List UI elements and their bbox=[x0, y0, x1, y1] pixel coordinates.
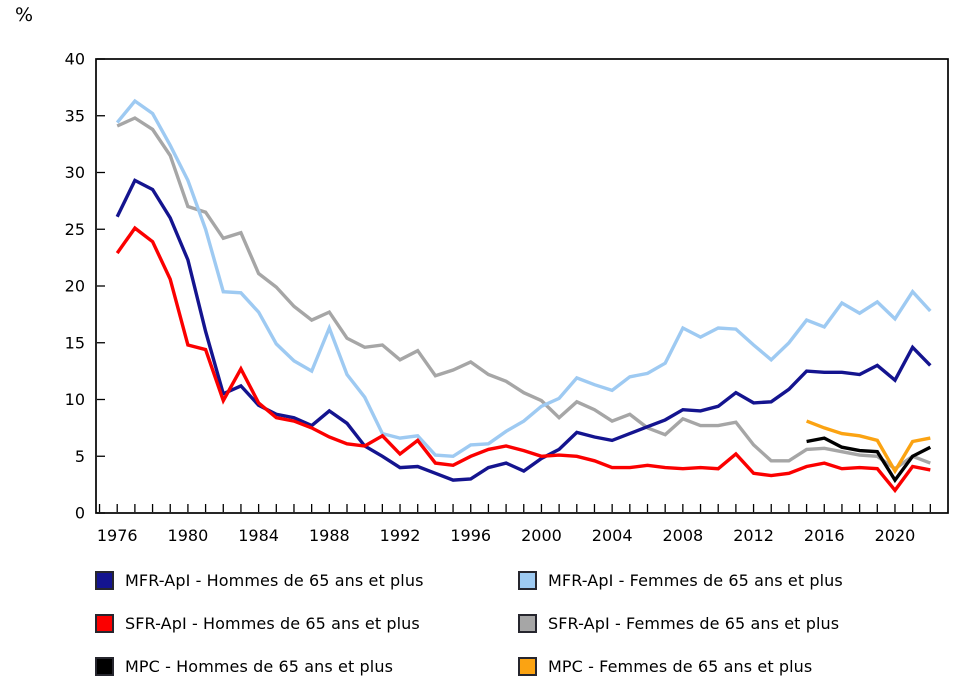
y-tick-label: 25 bbox=[65, 220, 85, 239]
y-tick-label: 35 bbox=[65, 106, 85, 125]
legend-swatch-mfr-femmes bbox=[518, 570, 537, 590]
legend-swatch-sfr-femmes bbox=[518, 613, 537, 633]
y-tick-label: 10 bbox=[65, 390, 85, 409]
y-tick-label: 40 bbox=[65, 50, 85, 69]
y-tick-label: 5 bbox=[75, 447, 85, 466]
legend-label-sfr-femmes: SFR-ApI - Femmes de 65 ans et plus bbox=[548, 613, 840, 633]
x-tick-label: 1980 bbox=[168, 526, 209, 545]
legend-item-mpc-femmes: MPC - Femmes de 65 ans et plus bbox=[518, 656, 843, 676]
x-tick-label: 1988 bbox=[309, 526, 350, 545]
legend-item-sfr-femmes: SFR-ApI - Femmes de 65 ans et plus bbox=[518, 613, 843, 633]
legend-label-mpc-hommes: MPC - Hommes de 65 ans et plus bbox=[125, 656, 394, 676]
x-tick-label: 1992 bbox=[380, 526, 421, 545]
y-tick-label: 15 bbox=[65, 333, 85, 352]
series-line bbox=[115, 225, 931, 494]
legend-item-mpc-hommes: MPC - Hommes de 65 ans et plus bbox=[95, 656, 518, 676]
y-tick-label: 0 bbox=[75, 504, 85, 523]
chart-legend: MFR-ApI - Hommes de 65 ans et plus SFR-A… bbox=[95, 570, 843, 676]
legend-label-mfr-femmes: MFR-ApI - Femmes de 65 ans et plus bbox=[548, 570, 843, 590]
x-tick-label: 2020 bbox=[875, 526, 916, 545]
x-tick-label: 2004 bbox=[592, 526, 633, 545]
series-line bbox=[116, 116, 931, 471]
legend-swatch-mpc-hommes bbox=[95, 656, 114, 676]
series-line bbox=[806, 436, 932, 484]
legend-item-sfr-hommes: SFR-ApI - Hommes de 65 ans et plus bbox=[95, 613, 518, 633]
y-axis-unit-label: % bbox=[15, 4, 34, 26]
legend-swatch-mpc-femmes bbox=[518, 656, 537, 676]
legend-swatch-sfr-hommes bbox=[95, 613, 114, 633]
legend-label-mfr-hommes: MFR-ApI - Hommes de 65 ans et plus bbox=[125, 570, 424, 590]
legend-label-mpc-femmes: MPC - Femmes de 65 ans et plus bbox=[548, 656, 813, 676]
legend-item-mfr-hommes: MFR-ApI - Hommes de 65 ans et plus bbox=[95, 570, 518, 590]
series-line bbox=[805, 419, 931, 475]
x-tick-label: 2000 bbox=[521, 526, 562, 545]
series-line bbox=[115, 178, 932, 482]
x-tick-label: 1984 bbox=[238, 526, 279, 545]
y-tick-label: 30 bbox=[65, 163, 85, 182]
x-tick-label: 2016 bbox=[804, 526, 845, 545]
chart-area: 0 5 10 15 20 25 30 35 40 1976 1980 1984 1988 1992 1996… bbox=[65, 50, 949, 545]
series-line bbox=[115, 98, 932, 459]
chart-canvas: 0 5 10 15 20 25 30 35 40 1976 1980 1984 1988 1992 1996… bbox=[65, 50, 949, 545]
legend-swatch-mfr-hommes bbox=[95, 570, 114, 590]
legend-label-sfr-hommes: SFR-ApI - Hommes de 65 ans et plus bbox=[125, 613, 420, 633]
y-tick-label: 20 bbox=[65, 277, 85, 296]
x-tick-label: 1976 bbox=[97, 526, 138, 545]
x-tick-label: 2008 bbox=[662, 526, 703, 545]
plot-border bbox=[95, 58, 949, 514]
x-tick-label: 2012 bbox=[733, 526, 774, 545]
x-tick-label: 1996 bbox=[450, 526, 491, 545]
legend-item-mfr-femmes: MFR-ApI - Femmes de 65 ans et plus bbox=[518, 570, 843, 590]
